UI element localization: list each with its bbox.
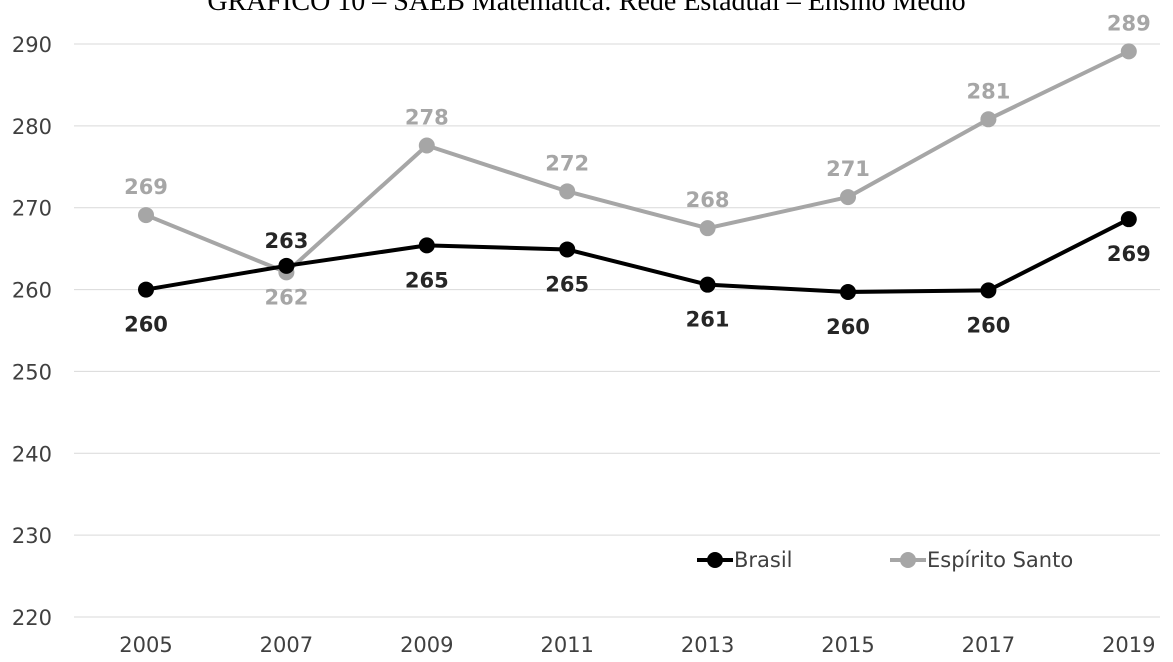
- x-tick-label: 2015: [821, 633, 874, 657]
- data-point: [1120, 43, 1137, 60]
- legend-marker: [900, 552, 916, 568]
- y-tick-label: 290: [12, 33, 52, 57]
- data-point: [559, 183, 576, 200]
- data-point: [699, 276, 716, 293]
- legend-label: Espírito Santo: [927, 548, 1073, 572]
- y-tick-label: 270: [12, 197, 52, 221]
- data-point: [138, 207, 154, 224]
- data-label-espirito-santo: 289: [1107, 11, 1151, 35]
- data-label-espirito-santo: 271: [826, 157, 870, 181]
- x-tick-label: 2007: [260, 633, 313, 657]
- series-line-espirito-santo: [145, 49, 1130, 275]
- data-point: [840, 284, 856, 301]
- data-label-espirito-santo: 268: [686, 188, 730, 212]
- data-point: [559, 241, 576, 258]
- data-point: [699, 220, 716, 237]
- x-axis-ticks: 2005 2007 2009 2011 2013 2015 2017 2019: [119, 633, 1155, 657]
- x-tick-label: 2011: [540, 633, 593, 657]
- data-label-espirito-santo: 262: [264, 285, 308, 309]
- y-tick-label: 220: [12, 606, 52, 630]
- data-point: [138, 281, 154, 298]
- data-label-brasil: 263: [264, 229, 308, 253]
- legend-label: Brasil: [734, 548, 793, 572]
- series-points: [138, 43, 1137, 301]
- x-tick-label: 2019: [1102, 633, 1155, 657]
- x-tick-label: 2009: [400, 633, 453, 657]
- y-tick-label: 240: [12, 442, 52, 466]
- data-point: [980, 111, 997, 128]
- data-point: [418, 137, 435, 154]
- data-point: [980, 282, 997, 299]
- y-tick-label: 230: [12, 524, 52, 548]
- x-tick-label: 2005: [119, 633, 172, 657]
- y-tick-label: 250: [12, 360, 52, 384]
- x-tick-label: 2017: [962, 633, 1015, 657]
- data-label-espirito-santo: 281: [966, 79, 1010, 103]
- data-label-brasil: 261: [686, 308, 730, 332]
- chart-title: GRÁFICO 10 – SAEB Matemática: Rede Estad…: [207, 0, 966, 17]
- x-tick-label: 2013: [681, 633, 734, 657]
- data-label-brasil: 265: [545, 272, 589, 296]
- data-point: [278, 257, 295, 274]
- legend-marker: [707, 552, 723, 568]
- series-lines: [145, 49, 1130, 295]
- data-labels: 260 269 263 262 265 278 265 272 261 268 260 271 260 2…: [124, 11, 1151, 339]
- legend: Brasil Espírito Santo: [697, 548, 1073, 572]
- data-point: [840, 189, 856, 206]
- data-label-espirito-santo: 278: [405, 106, 449, 130]
- data-label-espirito-santo: 269: [124, 175, 168, 199]
- data-label-brasil: 260: [124, 313, 168, 337]
- data-label-espirito-santo: 272: [545, 151, 589, 175]
- y-tick-label: 260: [12, 279, 52, 303]
- series-line-brasil: [145, 217, 1130, 295]
- y-axis-ticks: 220 230 240 250 260 270 280 290: [12, 33, 52, 630]
- data-point: [418, 237, 435, 254]
- data-label-brasil: 265: [405, 268, 449, 292]
- data-label-brasil: 260: [966, 313, 1010, 337]
- data-point: [1120, 211, 1137, 228]
- y-tick-label: 280: [12, 115, 52, 139]
- data-label-brasil: 260: [826, 315, 870, 339]
- data-label-brasil: 269: [1107, 242, 1151, 266]
